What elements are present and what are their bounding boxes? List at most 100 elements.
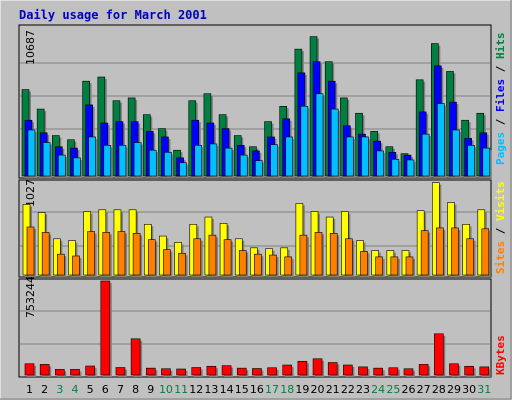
bar-kbytes <box>55 369 65 376</box>
bar-pages <box>482 147 491 177</box>
x-tick-label: 23 <box>356 383 370 396</box>
bar-kbytes <box>327 362 338 376</box>
y-max-label-hits: 10687 <box>24 30 37 65</box>
bar-sites <box>223 239 232 276</box>
bar-kbytes <box>130 338 141 376</box>
x-tick-label: 1 <box>26 383 33 396</box>
bar-sites <box>147 239 156 276</box>
bar-sites <box>132 233 141 276</box>
bar-pages <box>73 157 81 177</box>
bar-kbytes <box>343 364 353 376</box>
bar-sites <box>284 256 293 276</box>
bar-pages <box>330 108 339 177</box>
bar-sites <box>436 227 444 276</box>
bar-pages <box>103 145 112 177</box>
legend-sites: Sites <box>494 241 507 274</box>
bar-kbytes <box>252 368 262 376</box>
x-tick-label: 27 <box>417 383 431 396</box>
bar-sites <box>102 232 111 276</box>
bar-sites <box>451 227 459 276</box>
bar-pages <box>133 142 142 177</box>
bar-sites <box>163 249 171 276</box>
bar-sites <box>375 256 383 276</box>
bar-kbytes <box>145 367 156 376</box>
bar-pages <box>421 133 430 177</box>
x-tick-label: 17 <box>265 383 279 396</box>
bar-kbytes <box>464 365 474 376</box>
x-axis-day-labels: 1 2 3 4 5 6 7 8 9 10 11 12 13 14 15 16 17 18 19 20 21 22 23 24 2… <box>26 383 491 396</box>
bar-kbytes <box>312 358 323 376</box>
bar-kbytes <box>206 365 217 376</box>
bar-kbytes <box>100 280 111 376</box>
legend-kbytes: KBytes <box>494 335 507 375</box>
bar-pages <box>270 144 278 177</box>
y-max-label-kbytes: 753244 <box>24 276 37 318</box>
bars-kbytes <box>24 280 491 377</box>
bar-kbytes <box>236 367 247 376</box>
x-tick-label: 6 <box>102 383 109 396</box>
bar-kbytes <box>282 364 293 376</box>
bar-kbytes <box>358 366 368 376</box>
bar-sites <box>345 238 353 276</box>
legend-visits: Visits <box>494 181 507 221</box>
bar-pages <box>148 149 157 177</box>
bar-sites <box>360 251 368 276</box>
bar-sites <box>481 228 490 276</box>
bar-pages <box>285 136 294 177</box>
bar-pages <box>224 147 233 177</box>
bar-kbytes <box>479 366 490 376</box>
legend-separator: / <box>494 112 507 132</box>
bar-kbytes <box>373 367 383 376</box>
x-tick-label: 26 <box>402 383 416 396</box>
x-tick-label: 15 <box>235 383 249 396</box>
x-tick-label: 30 <box>462 383 476 396</box>
bar-kbytes <box>403 368 414 376</box>
legend-files: Files <box>494 79 507 112</box>
bar-pages <box>58 154 66 177</box>
bar-sites <box>420 230 429 276</box>
bar-pages <box>194 145 203 177</box>
x-tick-label: 11 <box>174 383 188 396</box>
x-tick-label: 7 <box>117 383 124 396</box>
x-tick-label: 3 <box>56 383 63 396</box>
x-tick-label: 18 <box>280 383 294 396</box>
x-tick-label: 22 <box>341 383 355 396</box>
legend-kbytes: KBytes <box>494 335 507 375</box>
x-tick-label: 31 <box>477 383 491 396</box>
x-tick-label: 13 <box>204 383 218 396</box>
x-tick-label: 29 <box>447 383 461 396</box>
bar-sites <box>87 231 95 276</box>
bar-kbytes <box>115 367 126 376</box>
legend-pages: Pages <box>494 132 507 165</box>
x-tick-label: 14 <box>220 383 234 396</box>
x-tick-label: 19 <box>295 383 309 396</box>
bar-kbytes <box>449 363 459 376</box>
bar-pages <box>27 129 36 177</box>
bar-sites <box>208 234 217 276</box>
bar-kbytes <box>39 364 50 376</box>
bars-pages-files-hits <box>21 36 492 179</box>
bar-pages <box>300 105 309 177</box>
legend-pages-files-hits: Pages / Files / Hits <box>494 33 507 166</box>
bar-sites <box>299 234 308 276</box>
x-tick-label: 5 <box>87 383 94 396</box>
x-tick-label: 12 <box>189 383 203 396</box>
bar-kbytes <box>418 364 429 376</box>
x-tick-label: 4 <box>71 383 78 396</box>
bar-sites <box>178 252 186 276</box>
bar-kbytes <box>161 368 171 376</box>
bar-pages <box>239 154 248 177</box>
x-tick-label: 20 <box>311 383 325 396</box>
bar-sites <box>72 255 80 276</box>
x-tick-label: 2 <box>41 383 48 396</box>
bar-pages <box>209 143 218 177</box>
bar-sites <box>314 232 323 276</box>
bar-pages <box>315 93 324 177</box>
y-max-label-visits: 1027 <box>24 179 37 207</box>
x-tick-label: 9 <box>147 383 154 396</box>
bar-sites <box>41 232 50 276</box>
bar-kbytes <box>70 369 80 376</box>
bar-pages <box>467 145 475 177</box>
bar-kbytes <box>267 367 277 376</box>
